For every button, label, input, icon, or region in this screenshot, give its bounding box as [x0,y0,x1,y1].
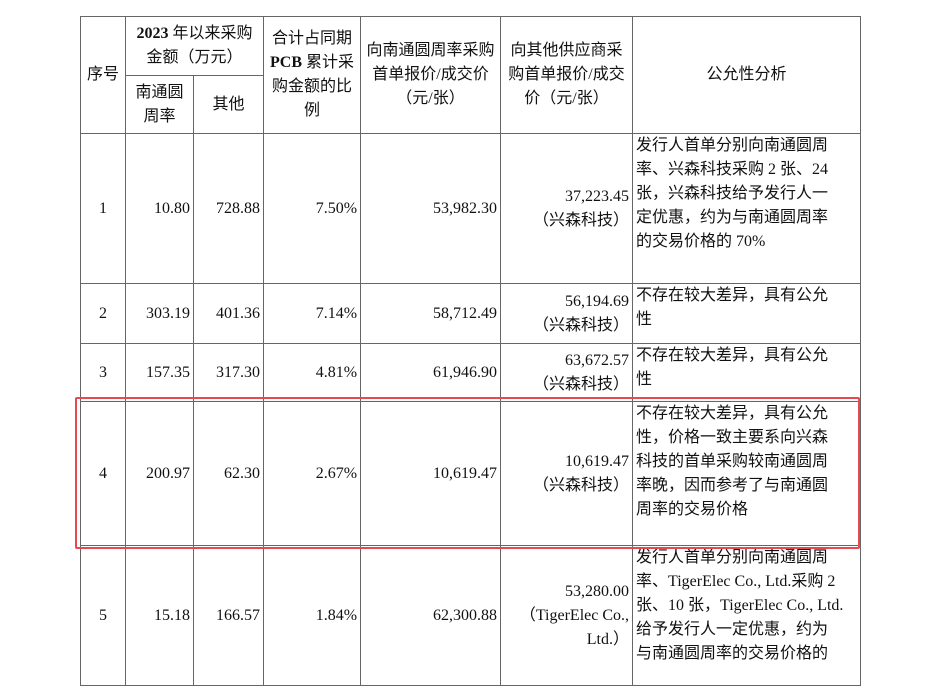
analysis-line: 科技的首单采购较南通圆周 [636,453,829,470]
price-value: 37,223.45 [565,187,630,205]
cell-ratio: 7.50% [263,133,362,284]
cell-ratio: 1.84% [263,545,362,686]
supplier-name: （兴森科技） [533,316,630,334]
cell-analysis: 发行人首单分别向南通圆周 率、兴森科技采购 2 张、24 张，兴森科技给予发行人一定… [632,133,862,284]
analysis-line: 率晚，因而参考了与南通圆 [636,477,829,494]
cell-ntyz-amount: 200.97 [125,401,194,546]
price-value: 56,194.69 [565,292,630,310]
cell-analysis: 不存在较大差异，具有公允 性，价格一致主要系向兴森 科技的首单采购较南通圆周 率晚，因… [632,401,862,546]
cell-price-ntyz: 53,982.30 [360,133,502,284]
header-amount: 2023 年以来采购金额（万元） [124,16,265,76]
analysis-line: 性 [636,371,653,388]
cell-price-other: 53,280.00 （TigerElec Co., Ltd.） [500,545,634,686]
header-ratio: 合计占同期 PCB 累计采购金额的比例 [263,16,362,134]
cell-other-amount: 401.36 [192,283,265,344]
cell-analysis: 不存在较大差异，具有公允性 [632,283,862,344]
procurement-price-table: 序号 2023 年以来采购金额（万元） 合计占同期 PCB 累计采购金额的比例 … [80,16,862,686]
analysis-line: 性 [636,311,653,328]
cell-ratio: 7.14% [263,283,362,344]
cell-price-ntyz: 61,946.90 [360,343,502,402]
analysis-line: 发行人首单分别向南通圆周 [636,549,829,566]
analysis-line: 周率的交易价格 [636,501,749,518]
cell-analysis: 发行人首单分别向南通圆周 率、TigerElec Co., Ltd.采购 2 张、1… [632,545,862,686]
supplier-name: （兴森科技） [533,476,630,494]
cell-seq: 3 [80,343,126,402]
analysis-line: 张，兴森科技给予发行人一 [636,185,829,202]
analysis-line: 给予发行人一定优惠，约为 [636,621,829,638]
header-sub-other: 其他 [192,75,265,134]
cell-other-amount: 62.30 [192,401,265,546]
header-price-ntyz: 向南通圆周率采购首单报价/成交价（元/张） [360,16,502,134]
supplier-name: （兴森科技） [533,211,630,229]
cell-price-other: 56,194.69 （兴森科技） [500,283,634,344]
analysis-line: 的交易价格的 70% [636,233,766,250]
header-analysis: 公允性分析 [632,16,862,134]
cell-ntyz-amount: 303.19 [125,283,194,344]
analysis-line: 不存在较大差异，具有公允 [636,287,829,304]
analysis-line: 张、10 张，TigerElec Co., Ltd. [636,597,844,614]
cell-price-other: 63,672.57 （兴森科技） [500,343,634,402]
cell-seq: 4 [80,401,126,546]
cell-ntyz-amount: 15.18 [125,545,194,686]
cell-seq: 1 [80,133,126,284]
header-seq: 序号 [80,16,126,134]
cell-analysis: 不存在较大差异，具有公允性 [632,343,862,402]
table-row: 2 303.19 401.36 7.14% 58,712.49 56,194.69 （兴森科… [80,283,862,344]
cell-seq: 5 [80,545,126,686]
price-value: 63,672.57 [565,351,630,369]
cell-price-ntyz: 10,619.47 [360,401,502,546]
cell-ntyz-amount: 157.35 [125,343,194,402]
analysis-line: 发行人首单分别向南通圆周 [636,137,829,154]
analysis-line: 定优惠，约为与南通圆周率 [636,209,829,226]
analysis-line: 不存在较大差异，具有公允 [636,347,829,364]
analysis-line: 率、兴森科技采购 2 张、24 [636,161,829,178]
cell-price-ntyz: 62,300.88 [360,545,502,686]
cell-other-amount: 728.88 [192,133,265,284]
analysis-line: 与南通圆周率的交易价格的 [636,645,829,662]
header-price-other: 向其他供应商采购首单报价/成交价（元/张） [500,16,634,134]
analysis-line: 性，价格一致主要系向兴森 [636,429,829,446]
cell-other-amount: 166.57 [192,545,265,686]
table-row: 5 15.18 166.57 1.84% 62,300.88 53,280.00 （Tige… [80,545,862,686]
header-sub-ntyz: 南通圆周率 [125,75,194,134]
cell-ntyz-amount: 10.80 [125,133,194,284]
cell-ratio: 2.67% [263,401,362,546]
supplier-name: （TigerElec Co., Ltd.） [519,606,630,648]
table-row: 3 157.35 317.30 4.81% 61,946.90 63,672.57 （兴森科… [80,343,862,402]
analysis-line: 率、TigerElec Co., Ltd.采购 2 [636,573,836,590]
table-row: 4 200.97 62.30 2.67% 10,619.47 10,619.47 （兴森科技… [80,401,862,546]
cell-price-ntyz: 58,712.49 [360,283,502,344]
cell-seq: 2 [80,283,126,344]
price-value: 10,619.47 [565,452,630,470]
cell-ratio: 4.81% [263,343,362,402]
cell-price-other: 10,619.47 （兴森科技） [500,401,634,546]
price-value: 53,280.00 [565,582,630,600]
table-row: 1 10.80 728.88 7.50% 53,982.30 37,223.45 （兴森科技… [80,133,862,284]
cell-other-amount: 317.30 [192,343,265,402]
supplier-name: （兴森科技） [533,375,630,393]
analysis-line: 不存在较大差异，具有公允 [636,405,829,422]
cell-price-other: 37,223.45 （兴森科技） [500,133,634,284]
